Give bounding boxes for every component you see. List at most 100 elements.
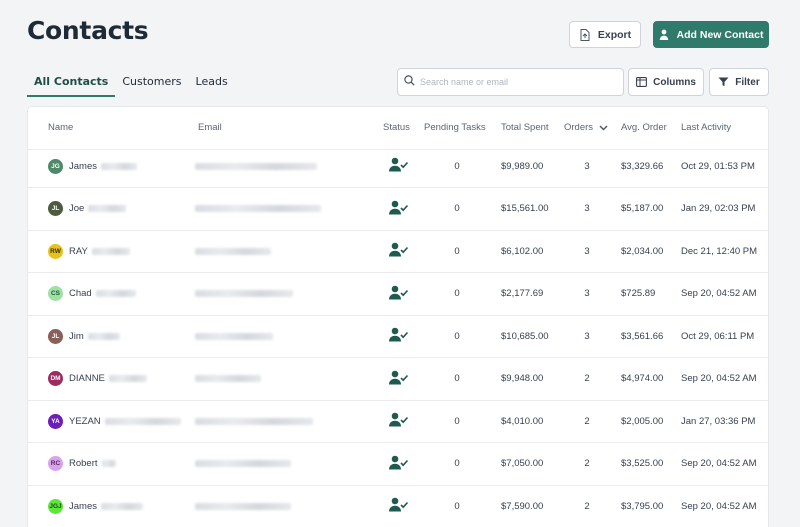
tab-leads[interactable]: Leads <box>195 75 228 88</box>
total-spent: $2,177.69 <box>501 288 544 300</box>
contact-email <box>195 443 291 485</box>
columns-button[interactable]: Columns <box>628 68 704 96</box>
export-button[interactable]: Export <box>569 21 641 48</box>
user-check-icon <box>388 327 408 345</box>
first-name: Robert <box>69 458 98 470</box>
user-check-icon <box>388 157 408 175</box>
user-check-icon <box>388 242 408 260</box>
status-cell <box>382 273 414 315</box>
total-spent: $9,948.00 <box>501 373 544 385</box>
table-row[interactable]: JG James 0 $9,989.00 3 $3,329.66 Oct 29, 01:53… <box>28 146 768 188</box>
user-check-icon <box>388 370 408 388</box>
orders-count: 2 <box>584 500 590 512</box>
contact-name[interactable]: YA YEZAN <box>48 401 181 443</box>
table-row[interactable]: JL Jim 0 $10,685.00 3 $3,561.66 Oct 29, 06:11 … <box>28 316 768 358</box>
search-input[interactable] <box>420 77 620 87</box>
table-row[interactable]: JGJ James 0 $7,590.00 2 $3,795.00 Sep 20, 04:5… <box>28 486 768 527</box>
last-activity: Sep 20, 04:52 AM <box>681 458 757 470</box>
contact-name[interactable]: JGJ James <box>48 486 143 527</box>
avatar: JL <box>48 328 63 344</box>
add-new-contact-button[interactable]: Add New Contact <box>653 21 769 48</box>
table-row[interactable]: YA YEZAN 0 $4,010.00 2 $2,005.00 Jan 27, 03:36… <box>28 401 768 443</box>
last-activity: Dec 21, 12:40 PM <box>681 245 758 257</box>
redacted-email <box>195 417 313 425</box>
user-check-icon <box>388 412 408 430</box>
contact-name[interactable]: RW RAY <box>48 231 130 273</box>
orders-count: 3 <box>584 330 590 342</box>
avg-order: $5,187.00 <box>621 203 664 215</box>
orders-count: 2 <box>584 458 590 470</box>
status-cell <box>382 188 414 230</box>
contact-name[interactable]: JL Joe <box>48 188 127 230</box>
total-spent: $10,685.00 <box>501 330 549 342</box>
column-header-pending-tasks[interactable]: Pending Tasks <box>424 122 486 134</box>
chevron-down-icon[interactable] <box>599 125 608 131</box>
contact-name[interactable]: CS Chad <box>48 273 136 315</box>
contact-name[interactable]: DM DIANNE <box>48 358 147 400</box>
column-header-status[interactable]: Status <box>383 122 410 134</box>
status-cell <box>382 358 414 400</box>
avg-order: $3,525.00 <box>621 458 664 470</box>
avg-order: $3,795.00 <box>621 500 664 512</box>
last-activity: Sep 20, 04:52 AM <box>681 373 757 385</box>
orders-count: 2 <box>584 373 590 385</box>
table-header: Name Email Status Pending Tasks Total Sp… <box>28 107 768 150</box>
redacted-email <box>195 205 321 213</box>
total-spent: $7,050.00 <box>501 458 544 470</box>
redacted-last-name <box>91 247 130 255</box>
tab-customers[interactable]: Customers <box>122 75 182 88</box>
table-row[interactable]: JL Joe 0 $15,561.00 3 $5,187.00 Jan 29, 02:03 … <box>28 188 768 231</box>
pending-tasks: 0 <box>454 458 460 470</box>
orders-count: 3 <box>584 245 590 257</box>
contact-name[interactable]: RC Robert <box>48 443 116 485</box>
pending-tasks: 0 <box>454 415 460 427</box>
orders-header-label: Orders <box>564 122 594 134</box>
avg-order: $4,974.00 <box>621 373 664 385</box>
file-export-icon <box>579 28 590 41</box>
status-cell <box>382 443 414 485</box>
pending-tasks: 0 <box>454 500 460 512</box>
contacts-table: Name Email Status Pending Tasks Total Sp… <box>27 106 769 527</box>
last-activity: Oct 29, 06:11 PM <box>681 330 755 342</box>
column-header-avg-order[interactable]: Avg. Order <box>621 122 667 134</box>
column-header-last-activity[interactable]: Last Activity <box>681 122 732 134</box>
last-activity: Jan 27, 03:36 PM <box>681 415 756 427</box>
last-activity: Sep 20, 04:52 AM <box>681 288 757 300</box>
filter-button[interactable]: Filter <box>709 68 769 96</box>
filter-label: Filter <box>735 76 760 88</box>
redacted-last-name <box>101 460 116 468</box>
orders-count: 3 <box>584 288 590 300</box>
redacted-email <box>195 375 261 383</box>
contact-tabs: All Contacts Customers Leads <box>27 70 235 97</box>
filter-icon <box>718 77 729 87</box>
contact-name[interactable]: JG James <box>48 146 137 188</box>
status-cell <box>382 486 414 527</box>
avg-order: $2,005.00 <box>621 415 664 427</box>
column-header-orders[interactable]: Orders <box>564 107 610 149</box>
table-row[interactable]: RW RAY 0 $6,102.00 3 $2,034.00 Dec 21, 12:40 P… <box>28 231 768 273</box>
first-name: Jim <box>69 330 84 342</box>
tab-all-contacts[interactable]: All Contacts <box>27 70 116 97</box>
redacted-last-name <box>87 332 120 340</box>
search-box <box>397 68 624 96</box>
redacted-email <box>195 162 317 170</box>
orders-count: 3 <box>584 203 590 215</box>
first-name: Chad <box>69 288 92 300</box>
contact-name[interactable]: JL Jim <box>48 316 120 358</box>
avatar: RW <box>48 243 63 259</box>
status-cell <box>382 401 414 443</box>
table-row[interactable]: DM DIANNE 0 $9,948.00 2 $4,974.00 Sep 20, 04:5… <box>28 358 768 401</box>
table-row[interactable]: RC Robert 0 $7,050.00 2 $3,525.00 Sep 20, 04:5… <box>28 443 768 486</box>
avatar: YA <box>48 413 63 429</box>
redacted-last-name <box>95 290 136 298</box>
total-spent: $6,102.00 <box>501 245 544 257</box>
contact-email <box>195 188 321 230</box>
column-header-email[interactable]: Email <box>198 122 222 134</box>
table-row[interactable]: CS Chad 0 $2,177.69 3 $725.89 Sep 20, 04:52 AM <box>28 273 768 316</box>
column-header-total-spent[interactable]: Total Spent <box>501 122 549 134</box>
status-cell <box>382 146 414 188</box>
avatar: JG <box>48 158 63 174</box>
pending-tasks: 0 <box>454 373 460 385</box>
column-header-name[interactable]: Name <box>48 122 74 134</box>
search-icon <box>404 73 415 91</box>
